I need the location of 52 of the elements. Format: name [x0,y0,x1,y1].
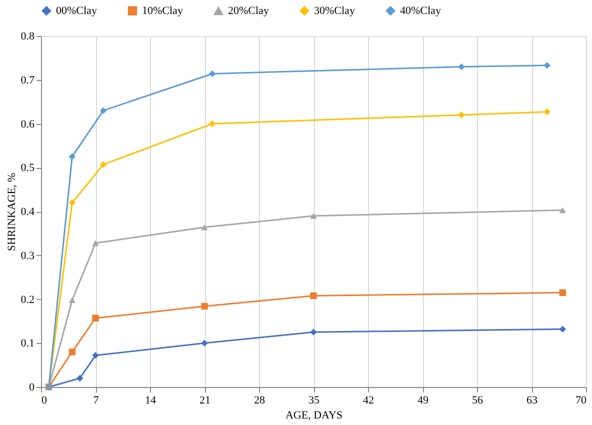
x-tick-label: 49 [418,394,429,406]
point [76,374,84,382]
y-axis-title: SHRINKAGE, % [6,172,18,252]
point [68,153,76,160]
point [201,340,208,346]
point [310,212,317,219]
point [92,314,99,322]
legend-label: 00%Clay [56,4,98,17]
x-tick-label: 70 [576,394,587,406]
legend-label: 20%Clay [228,5,270,18]
point [68,199,76,206]
point [92,352,99,359]
y-tick-label: 0.6 [20,118,35,130]
x-tick-label: 14 [145,394,156,406]
point [544,62,550,69]
point [100,107,107,114]
point [68,348,76,356]
legend-label: 30%Clay [314,4,356,17]
x-axis-title: AGE, DAYS [285,410,343,422]
point [201,224,208,230]
x-tick-label: 28 [254,394,266,406]
x-tick-label: 0 [42,394,48,406]
point [201,302,208,310]
point [92,240,99,246]
point [458,63,465,70]
y-tick-label: 0.2 [20,294,34,306]
point [559,326,566,332]
y-tick-label: 0.1 [20,338,34,350]
legend-label: 10%Clay [142,4,184,17]
point [559,289,566,296]
x-tick-label: 21 [200,394,210,406]
y-tick-label: 0.8 [20,30,35,42]
x-tick-label: 7 [93,394,100,406]
y-tick-label: 0.5 [20,162,35,174]
point [310,328,317,336]
point [544,108,550,116]
y-tick-label: 0.3 [20,250,35,262]
point [310,292,317,300]
point [100,161,107,168]
y-tick-label: 0 [29,382,35,394]
point [208,120,216,128]
x-tick-label: 35 [308,394,320,406]
y-tick-label: 0.7 [20,74,35,86]
point [559,207,566,214]
x-tick-label: 63 [526,394,538,406]
x-tick-label: 56 [472,394,484,406]
point [458,112,465,118]
legend-label: 40%Clay [400,4,442,17]
point [68,297,76,304]
x-tick-label: 42 [363,394,374,406]
point [208,70,216,78]
y-tick-label: 0.4 [20,206,35,218]
